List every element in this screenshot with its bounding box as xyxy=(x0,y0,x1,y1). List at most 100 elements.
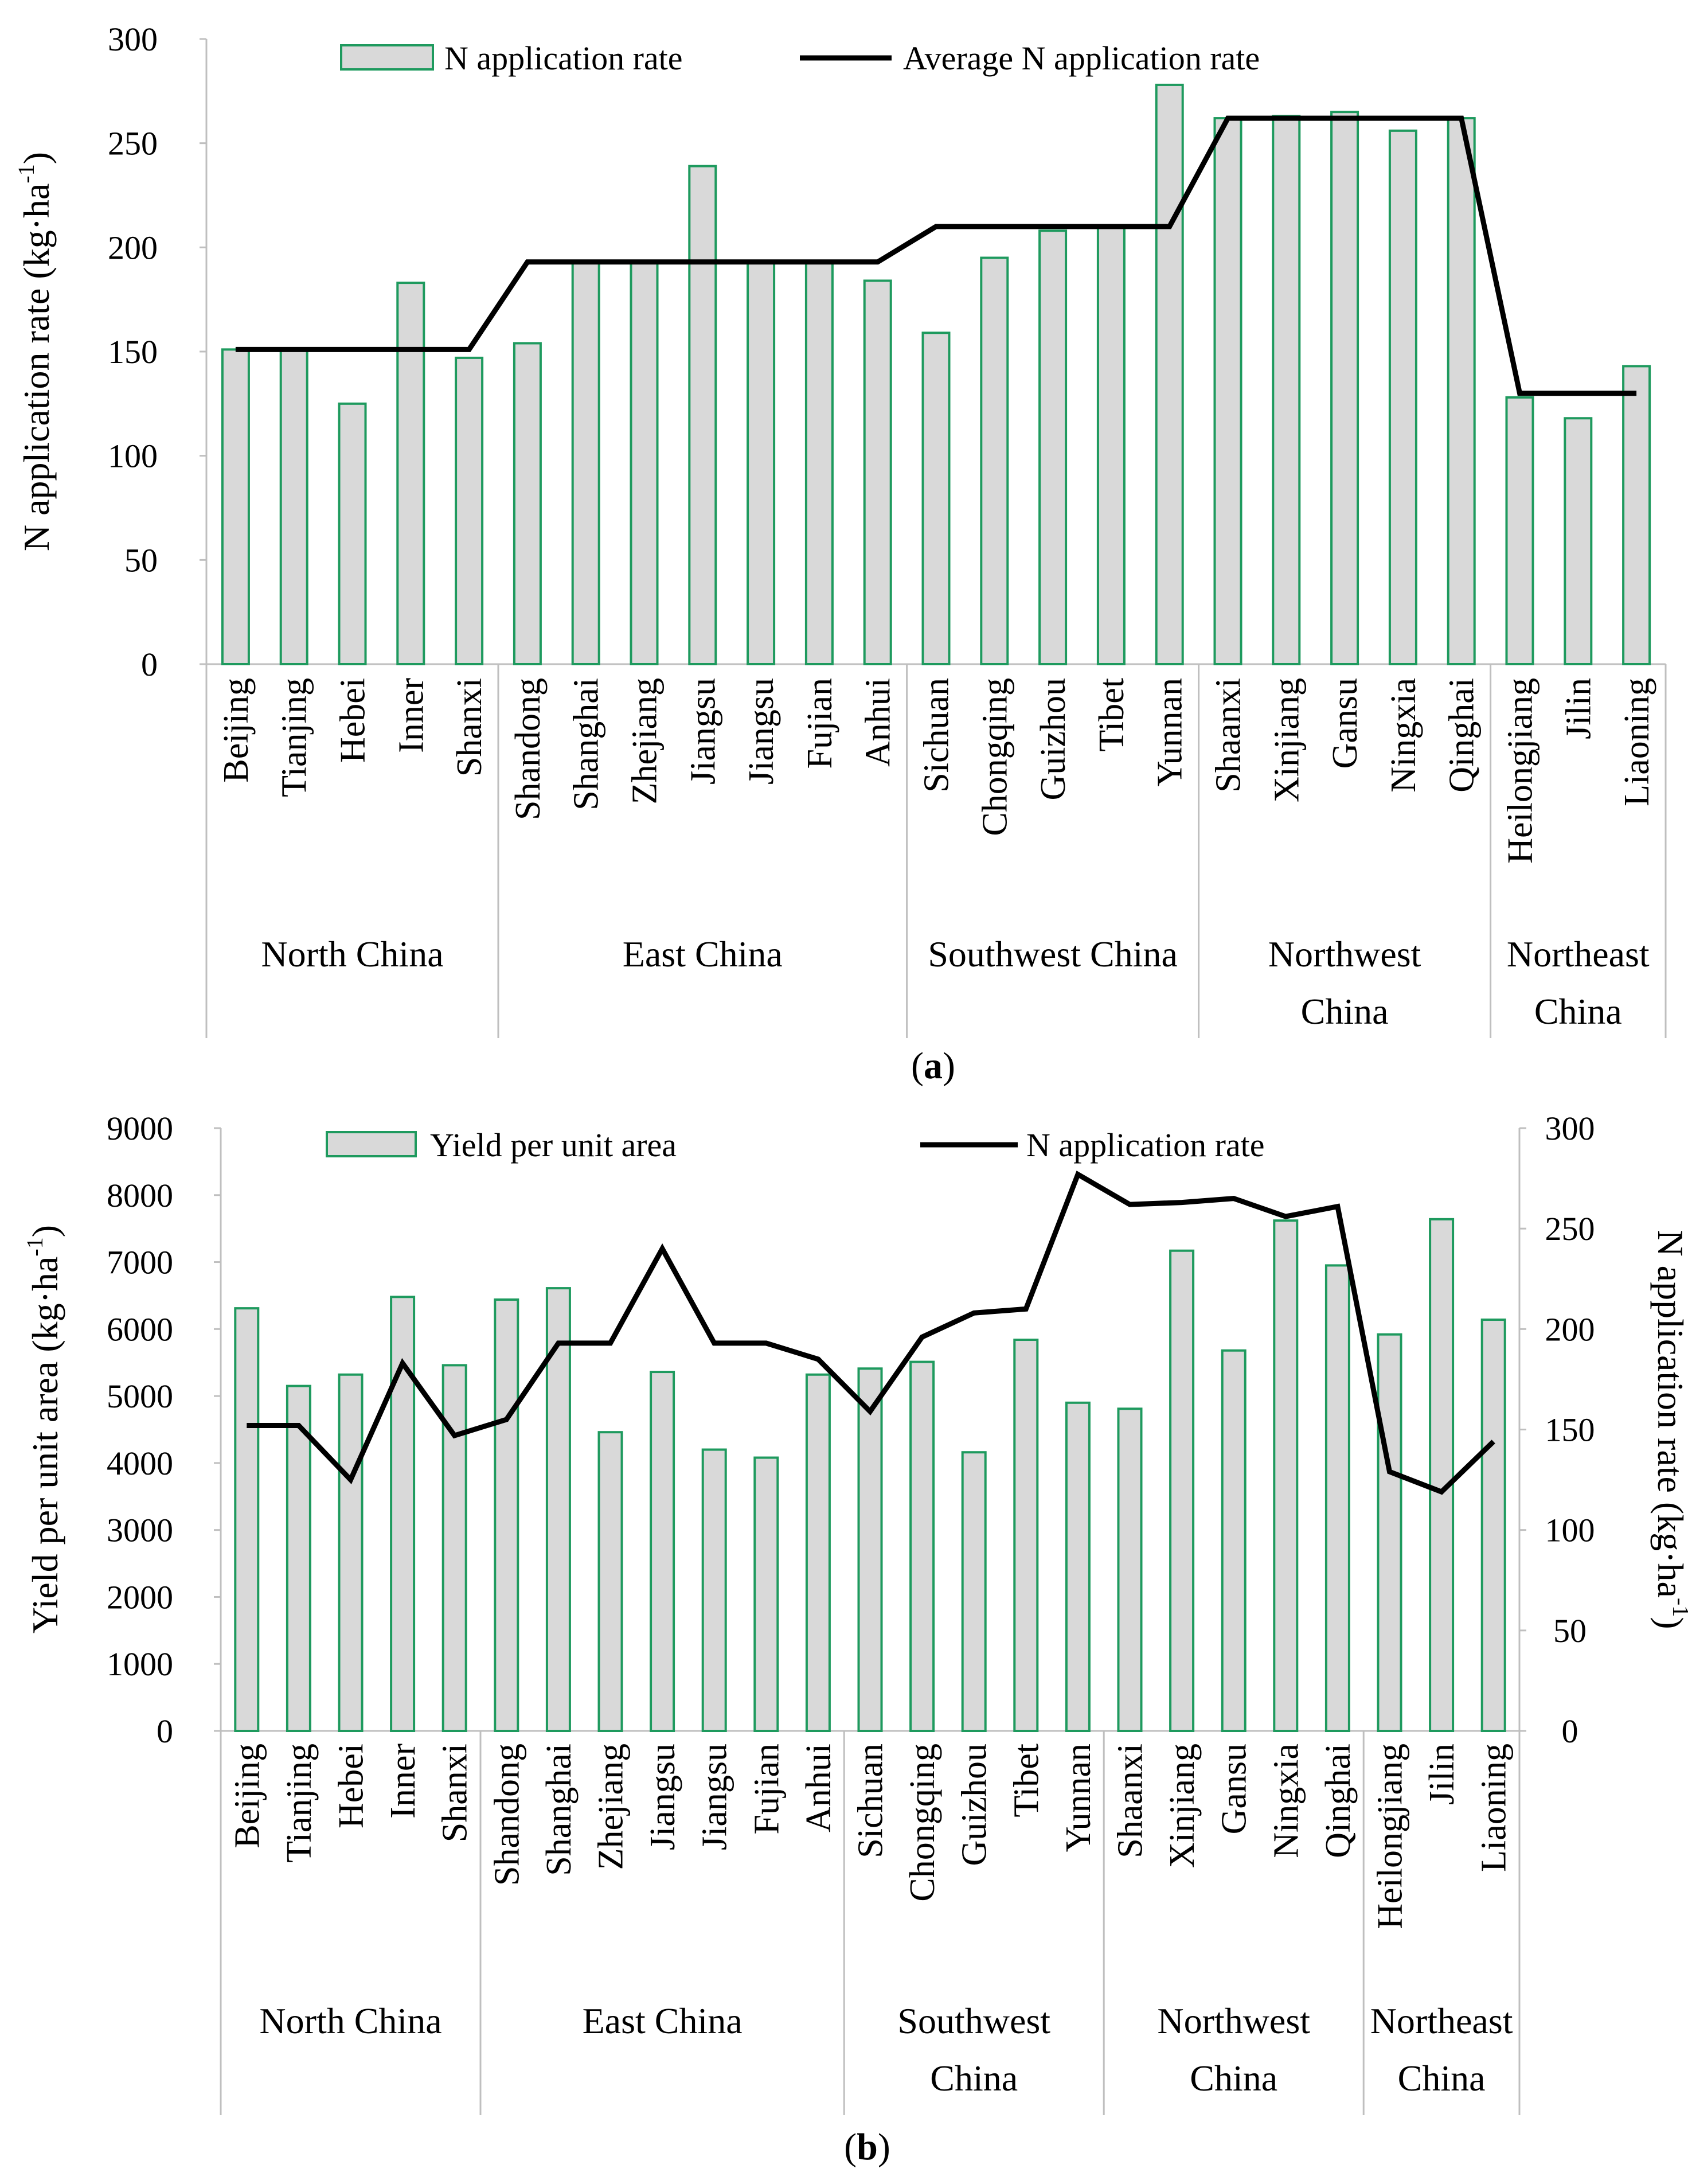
group-label: East China xyxy=(623,934,783,974)
x-tick-label: Shanghai xyxy=(567,678,606,810)
group-label-line: China xyxy=(1398,2058,1486,2099)
x-tick-label: Guizhou xyxy=(1034,678,1073,801)
y-axis-title-text: N application rate (kg·ha xyxy=(16,184,57,552)
y-axis-title-tail: ) xyxy=(25,1225,65,1237)
x-tick-label: Liaoning xyxy=(1475,1744,1514,1872)
bar xyxy=(1564,417,1593,665)
bar xyxy=(804,260,834,665)
group-label: Southwest China xyxy=(928,934,1178,974)
line-series xyxy=(247,1171,1495,1495)
bar xyxy=(1388,129,1417,666)
y2-axis-title: N application rate (kg·ha-1) xyxy=(1650,1230,1688,1629)
group-label-line: Northeast xyxy=(1370,2000,1513,2041)
x-tick-label: Xinjiang xyxy=(1163,1744,1202,1868)
bar xyxy=(909,1360,935,1732)
bar xyxy=(650,1371,675,1732)
bar xyxy=(571,260,600,665)
group-label: Northwest China xyxy=(1268,934,1421,1032)
x-tick-label: Shanxi xyxy=(436,1744,475,1842)
y2-axis-title-text: N application rate (kg·ha xyxy=(1650,1230,1688,1598)
y-tick-label: 250 xyxy=(108,125,158,162)
x-tick-label: Shandong xyxy=(487,1744,526,1886)
panel-label-paren: ) xyxy=(878,2126,890,2168)
x-tick-label: Jilin xyxy=(1423,1744,1462,1805)
legend-label: N application rate xyxy=(1026,1126,1265,1164)
bar xyxy=(1330,111,1359,665)
x-tick-label: Sichuan xyxy=(917,678,956,793)
y-tick-label: 3000 xyxy=(107,1512,173,1549)
x-tick-label: Jiangsu xyxy=(643,1744,682,1850)
y-tick-label: 200 xyxy=(108,229,158,266)
x-tick-label: Jiangsu xyxy=(742,678,781,785)
x-tick-label: Shaanxi xyxy=(1111,1744,1150,1858)
group-label-line: Southwest China xyxy=(928,934,1178,974)
bar xyxy=(1169,1249,1195,1733)
group-label: East China xyxy=(583,2000,743,2041)
group-label-line: Northeast xyxy=(1507,934,1650,974)
group-label-line: North China xyxy=(261,934,443,974)
x-tick-label: Tianjing xyxy=(280,1744,319,1863)
chart-panel-b: 0 1000 2000 3000 4000 5000 6000 7000 8000 9000 0 50… xyxy=(22,1110,1688,2168)
bar xyxy=(921,332,951,665)
x-tick-label: Shaanxi xyxy=(1209,678,1248,793)
y-tick-label: 6000 xyxy=(107,1311,173,1348)
bar xyxy=(597,1431,623,1733)
panel-label: (b) xyxy=(844,2126,890,2168)
legend-label: Average N application rate xyxy=(903,40,1260,77)
x-tick-label: Heilongjiang xyxy=(1501,678,1540,864)
y-axis-title-text: Yield per unit area (kg·ha xyxy=(25,1257,65,1634)
x-tick-label: Yunnan xyxy=(1059,1744,1098,1852)
x-tick-label: Chongqing xyxy=(975,678,1014,836)
bar xyxy=(338,402,367,665)
group-label-line: East China xyxy=(623,934,783,974)
x-tick-label: Guizhou xyxy=(955,1744,994,1866)
y2-tick-label: 250 xyxy=(1545,1210,1595,1247)
bar xyxy=(1429,1218,1455,1733)
group-label: Northeast China xyxy=(1370,2000,1513,2099)
y-tick-label: 4000 xyxy=(107,1445,173,1482)
x-tick-label: Hebei xyxy=(334,678,373,763)
x-tick-label: Anhui xyxy=(859,678,898,767)
bar xyxy=(494,1298,519,1733)
x-tick-label: Hebei xyxy=(332,1744,371,1828)
x-tick-label: Liaoning xyxy=(1617,678,1656,806)
x-tick-label: Ningxia xyxy=(1267,1744,1306,1858)
bar xyxy=(1065,1401,1091,1732)
x-tick-label: Jiangsu xyxy=(695,1744,734,1850)
bar xyxy=(1096,225,1126,665)
x-tick-label: Yunnan xyxy=(1151,678,1190,786)
bar xyxy=(396,282,425,666)
y-tick-label: 100 xyxy=(108,438,158,475)
group-label-line: China xyxy=(930,2058,1018,2099)
bar xyxy=(338,1373,364,1732)
y-axis-title-tail: ) xyxy=(16,152,57,164)
group-label: Northeast China xyxy=(1507,934,1650,1032)
group-label: Northwest China xyxy=(1157,2000,1310,2099)
bar xyxy=(234,1307,260,1733)
panel-label-paren: ( xyxy=(911,1045,924,1087)
bar xyxy=(857,1367,883,1732)
group-label-line: China xyxy=(1301,991,1389,1032)
bar xyxy=(1377,1333,1402,1732)
x-tick-label: Jilin xyxy=(1559,678,1598,739)
x-tick-label: Chongqing xyxy=(903,1744,942,1902)
y2-axis-title-sup: -1 xyxy=(1668,1598,1688,1617)
x-tick-label: Inner xyxy=(392,678,431,753)
bar xyxy=(980,256,1009,665)
bar xyxy=(1155,83,1184,665)
group-label-line: Northwest xyxy=(1268,934,1421,974)
group-label: North China xyxy=(259,2000,441,2041)
x-tick-label: Qinghai xyxy=(1443,678,1482,793)
x-tick-label: Jiangsu xyxy=(683,678,722,785)
legend-bar-swatch xyxy=(340,44,434,71)
group-label-line: East China xyxy=(583,2000,743,2041)
panel-label-paren: ( xyxy=(844,2126,857,2168)
bar xyxy=(688,165,717,665)
x-tick-label: Sichuan xyxy=(851,1744,890,1858)
bar xyxy=(747,260,776,665)
chart-panel-a: 0 50 100 150 200 250 300 Beijing Tianjing Hebei In… xyxy=(13,21,1667,1087)
bar xyxy=(455,356,484,665)
bar xyxy=(1447,117,1476,666)
group-label-line: China xyxy=(1534,991,1622,1032)
x-tick-label: Beijing xyxy=(217,678,256,783)
